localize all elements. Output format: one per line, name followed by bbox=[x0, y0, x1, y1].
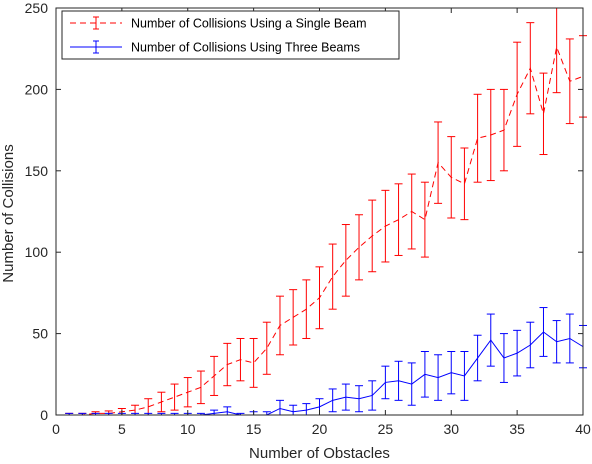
x-tick-label: 0 bbox=[52, 421, 60, 437]
legend-label: Number of Collisions Using Three Beams bbox=[131, 41, 360, 55]
legend-entry-1: Number of Collisions Using a Single Beam bbox=[70, 16, 367, 31]
legend: Number of Collisions Using a Single Beam… bbox=[61, 10, 400, 60]
y-tick-label: 50 bbox=[32, 326, 48, 342]
y-axis-title: Number of Collisions bbox=[0, 144, 17, 282]
x-tick-label: 5 bbox=[118, 421, 126, 437]
legend-entry-2: Number of Collisions Using Three Beams bbox=[70, 40, 360, 55]
x-tick-label: 10 bbox=[180, 421, 196, 437]
plot-area bbox=[56, 8, 583, 415]
x-tick-label: 15 bbox=[246, 421, 262, 437]
x-tick-label: 20 bbox=[312, 421, 328, 437]
series-line bbox=[69, 45, 584, 416]
y-tick-label: 100 bbox=[25, 244, 49, 260]
ticks-layer: 0 5 10 15 20 25 30 35 40 0 50 100 150 200 250 bbox=[25, 0, 591, 437]
x-tick-label: 40 bbox=[575, 421, 591, 437]
series-layer bbox=[65, 7, 587, 416]
y-tick-label: 150 bbox=[25, 163, 49, 179]
y-tick-label: 200 bbox=[25, 81, 49, 97]
x-tick-label: 25 bbox=[378, 421, 394, 437]
x-axis-title: Number of Obstacles bbox=[249, 445, 390, 462]
x-tick-label: 35 bbox=[509, 421, 525, 437]
legend-label: Number of Collisions Using a Single Beam bbox=[131, 17, 367, 31]
y-tick-label: 0 bbox=[40, 407, 48, 423]
x-tick-label: 30 bbox=[443, 421, 459, 437]
y-tick-label: 250 bbox=[25, 0, 49, 16]
legend-box bbox=[61, 10, 400, 60]
legend-entries: Number of Collisions Using a Single Beam… bbox=[70, 16, 367, 55]
